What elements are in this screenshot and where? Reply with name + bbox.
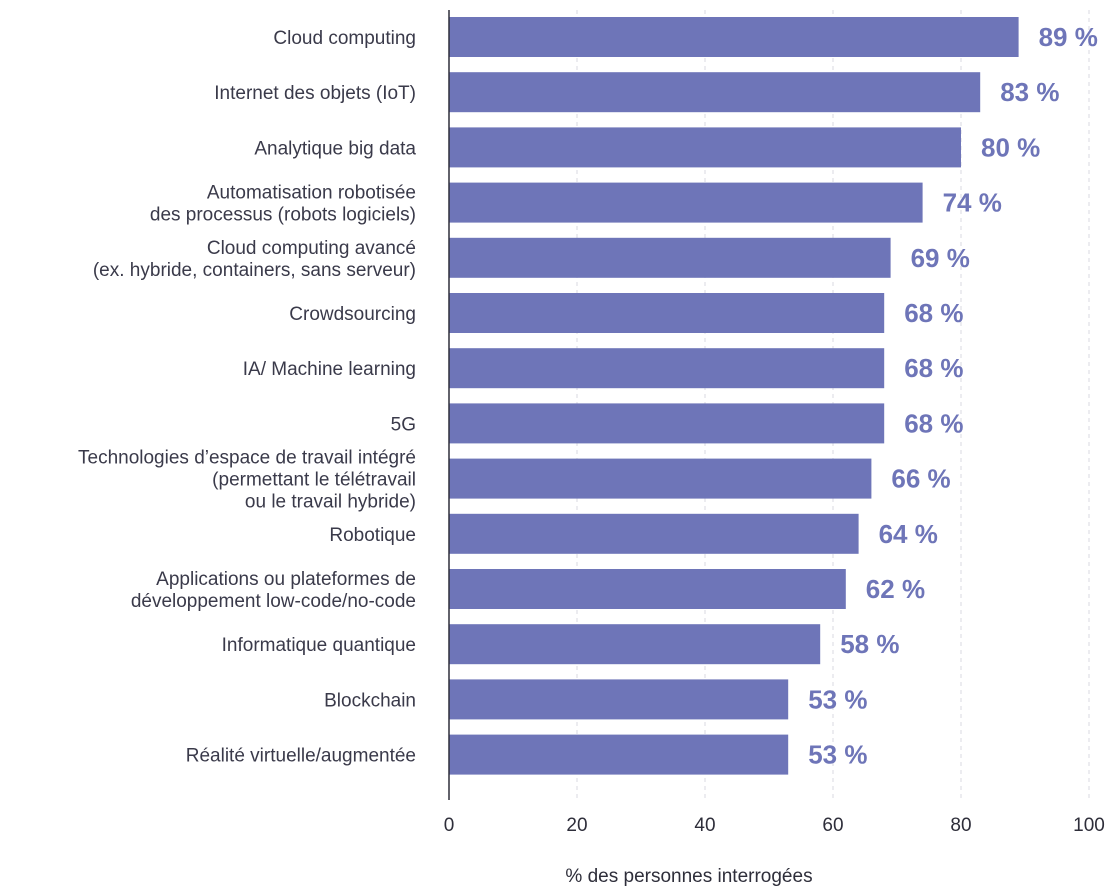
x-axis-title: % des personnes interrogées [565,866,812,887]
value-label-4: 69 % [911,243,970,273]
bars [449,17,1019,775]
category-label-9: Robotique [329,525,416,546]
bar-6 [449,348,885,389]
value-label-10: 62 % [866,574,925,604]
bar-8 [449,458,872,499]
category-label-line: développement low-code/no-code [131,591,416,612]
category-label-line: ou le travail hybride) [245,492,416,513]
category-label-line: Réalité virtuelle/augmentée [186,746,416,767]
bar-12 [449,679,789,720]
category-label-0: Cloud computing [273,28,416,49]
category-label-7: 5G [391,414,416,435]
category-label-line: Informatique quantique [222,635,416,656]
value-label-12: 53 % [808,684,867,714]
value-label-0: 89 % [1039,22,1098,52]
category-label-1: Internet des objets (IoT) [214,83,416,104]
value-label-3: 74 % [943,188,1002,218]
category-label-line: Applications ou plateformes de [156,569,416,590]
x-tick-label-0: 0 [444,815,455,836]
bar-10 [449,569,846,609]
category-label-11: Informatique quantique [222,635,416,656]
category-label-8: Technologies d’espace de travail intégré… [78,448,416,513]
category-label-line: Automatisation robotisée [207,183,416,204]
category-label-13: Réalité virtuelle/augmentée [186,746,416,767]
value-label-7: 68 % [904,408,963,438]
value-label-11: 58 % [840,629,899,659]
category-label-line: Blockchain [324,690,416,711]
category-label-line: des processus (robots logiciels) [150,205,416,226]
bar-13 [449,734,789,775]
category-label-4: Cloud computing avancé (ex. hybride, cont… [93,238,416,281]
bar-9 [449,513,859,554]
labels: Cloud computing 89 % Internet des objets (… [78,22,1105,887]
category-label-10: Applications ou plateformes de développem… [131,569,416,612]
value-label-8: 66 % [891,464,950,494]
category-label-line: Analytique big data [254,138,416,159]
value-label-5: 68 % [904,298,963,328]
x-tick-label-100: 100 [1073,815,1105,836]
bar-4 [449,237,891,278]
x-tick-label-40: 40 [694,815,715,836]
category-label-12: Blockchain [324,690,416,711]
category-label-line: Technologies d’espace de travail intégré [78,448,416,469]
category-label-5: Crowdsourcing [289,304,416,325]
bar-2 [449,127,961,168]
category-label-2: Analytique big data [254,138,416,159]
category-label-line: Robotique [329,525,416,546]
x-tick-label-80: 80 [950,815,971,836]
x-tick-label-20: 20 [566,815,587,836]
bar-3 [449,182,923,223]
bar-11 [449,624,821,665]
category-label-line: Cloud computing [273,28,416,49]
bar-1 [449,72,981,113]
value-label-2: 80 % [981,132,1040,162]
value-label-9: 64 % [879,519,938,549]
bar-5 [449,293,885,333]
category-label-line: (ex. hybride, containers, sans serveur) [93,260,416,281]
bar-0 [449,17,1019,57]
category-label-line: 5G [391,414,416,435]
category-label-line: Cloud computing avancé [207,238,416,259]
bar-7 [449,403,885,444]
category-label-line: Crowdsourcing [289,304,416,325]
category-label-6: IA/ Machine learning [243,359,416,380]
value-label-13: 53 % [808,740,867,770]
category-label-line: IA/ Machine learning [243,359,416,380]
x-tick-label-60: 60 [822,815,843,836]
value-label-1: 83 % [1000,77,1059,107]
category-label-line: Internet des objets (IoT) [214,83,416,104]
category-label-3: Automatisation robotisée des processus (r… [150,183,416,226]
value-label-6: 68 % [904,353,963,383]
category-label-line: (permettant le télétravail [212,470,416,491]
